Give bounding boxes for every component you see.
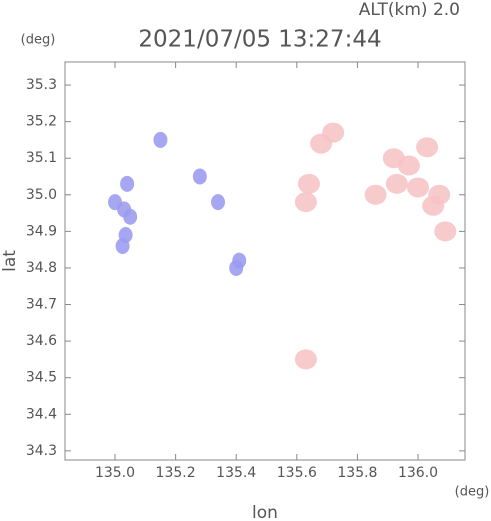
x-unit: (deg) <box>455 485 490 500</box>
x-tick-label: 135.2 <box>156 465 196 481</box>
x-tick-label: 136.0 <box>398 465 438 481</box>
echo <box>211 194 226 211</box>
echo <box>407 177 430 198</box>
echo <box>294 349 317 370</box>
y-tick-label: 34.8 <box>26 260 57 276</box>
echo <box>294 192 317 213</box>
y-tick-label: 34.6 <box>26 333 57 349</box>
x-axis-label: lon <box>252 503 278 521</box>
x-tick-label: 135.0 <box>95 465 135 481</box>
echo <box>115 238 130 255</box>
echo <box>192 168 207 185</box>
y-tick-label: 34.5 <box>26 370 57 386</box>
echo <box>120 175 135 192</box>
echo <box>232 252 247 269</box>
echo <box>153 131 168 148</box>
x-tick-label: 135.6 <box>277 465 317 481</box>
y-tick-label: 35.3 <box>26 77 57 93</box>
echo <box>385 173 408 194</box>
y-tick-label: 34.9 <box>26 223 57 239</box>
echo <box>322 122 345 143</box>
echo <box>123 208 138 225</box>
y-tick-label: 35.0 <box>26 187 57 203</box>
chart-title: 2021/07/05 13:27:44 <box>138 27 381 53</box>
plot-frame <box>64 61 466 461</box>
echo <box>397 155 420 176</box>
y-tick-label: 35.1 <box>26 150 57 166</box>
altitude-label: ALT(km) 2.0 <box>359 0 460 20</box>
y-tick-label: 34.3 <box>26 443 57 459</box>
y-axis-label: lat <box>0 250 20 272</box>
y-tick-label: 34.7 <box>26 297 57 313</box>
echo <box>434 221 457 242</box>
y-tick-label: 34.4 <box>26 406 57 422</box>
y-unit: (deg) <box>21 33 56 48</box>
echo <box>416 137 439 158</box>
x-tick-label: 135.4 <box>216 465 256 481</box>
echo <box>297 173 320 194</box>
echo <box>422 195 445 216</box>
y-tick-label: 35.2 <box>26 114 57 130</box>
x-tick-label: 135.8 <box>337 465 377 481</box>
echo <box>364 184 387 205</box>
